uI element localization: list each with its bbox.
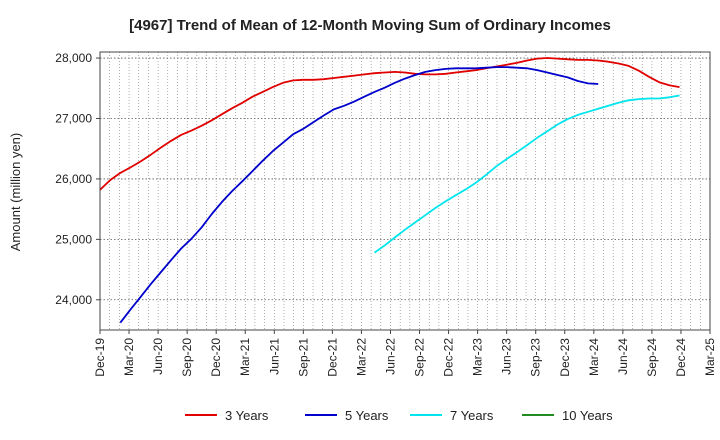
- legend-label-10-years: 10 Years: [562, 408, 613, 423]
- x-tick-label: Dec-23: [558, 338, 572, 377]
- chart-title: [4967] Trend of Mean of 12-Month Moving …: [129, 17, 611, 34]
- x-tick-label: Dec-22: [442, 338, 456, 377]
- x-tick-label: Sep-24: [645, 338, 659, 377]
- x-tick-label: Mar-21: [238, 338, 252, 376]
- x-tick-label: Sep-23: [529, 338, 543, 377]
- x-tick-label: Mar-25: [703, 338, 717, 376]
- x-tick-label: Dec-24: [674, 338, 688, 377]
- y-tick-label: 24,000: [55, 293, 92, 307]
- series-lines: [99, 57, 680, 324]
- y-tick-label: 25,000: [55, 232, 92, 246]
- plot-frame: [99, 51, 711, 331]
- y-axis-ticks: 24,000 25,000 26,000 27,000 28,000: [55, 51, 100, 307]
- x-tick-label: Mar-20: [122, 338, 136, 376]
- y-tick-label: 27,000: [55, 111, 92, 125]
- x-tick-label: Jun-20: [151, 338, 165, 375]
- x-tick-label: Sep-22: [413, 338, 427, 377]
- legend-label-7-years: 7 Years: [450, 408, 494, 423]
- 3-years-series-line: [99, 57, 680, 191]
- legend: 3 Years 5 Years 7 Years 10 Years: [185, 408, 613, 423]
- x-tick-label: Dec-19: [93, 338, 107, 377]
- x-tick-label: Mar-23: [471, 338, 485, 376]
- y-tick-label: 28,000: [55, 51, 92, 65]
- x-tick-label: Jun-24: [616, 338, 630, 375]
- grid: [100, 52, 710, 330]
- x-tick-label: Jun-21: [267, 338, 281, 375]
- x-tick-label: Mar-24: [587, 338, 601, 376]
- 5-years-series-line: [119, 66, 599, 324]
- y-axis-label: Amount (million yen): [8, 133, 23, 252]
- x-tick-label: Sep-20: [180, 338, 194, 377]
- x-tick-label: Dec-21: [325, 338, 339, 377]
- x-tick-label: Mar-22: [354, 338, 368, 376]
- y-tick-label: 26,000: [55, 172, 92, 186]
- legend-label-5-years: 5 Years: [345, 408, 389, 423]
- x-tick-label: Sep-21: [296, 338, 310, 377]
- x-tick-label: Jun-23: [500, 338, 514, 375]
- 7-years-series-line: [373, 94, 680, 254]
- x-tick-label: Jun-22: [383, 338, 397, 375]
- x-tick-label: Dec-20: [209, 338, 223, 377]
- x-axis-ticks: Dec-19 Mar-20 Jun-20 Sep-20 Dec-20 Mar-21 Jun-…: [93, 330, 717, 377]
- legend-label-3-years: 3 Years: [225, 408, 269, 423]
